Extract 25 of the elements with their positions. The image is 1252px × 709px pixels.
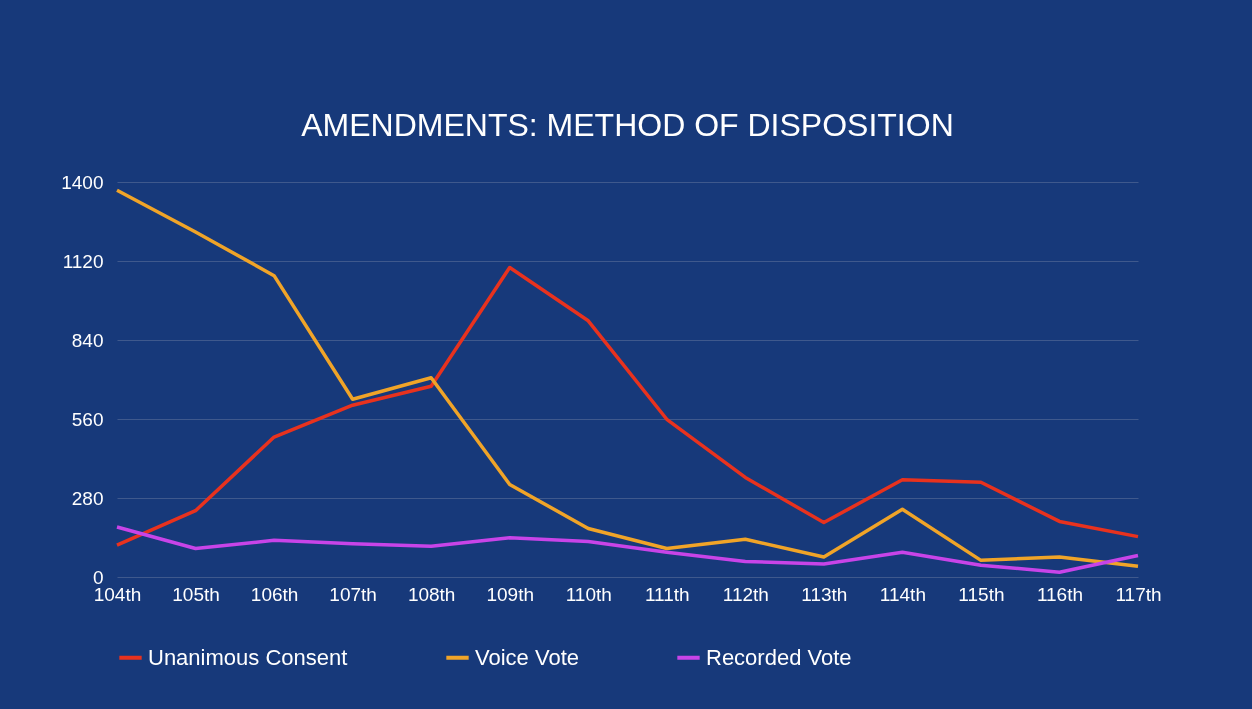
x-tick-label: 107th [329,583,377,605]
x-tick-label: 108th [407,583,456,605]
y-tick-label: 840 [71,329,104,351]
legend-label: Voice Vote [475,644,579,670]
x-tick-label: 110th [565,583,612,605]
x-tick-label: 114th [879,583,926,605]
line-series [115,188,1140,569]
y-tick-label: 1400 [61,171,104,193]
y-tick-label: 1120 [62,250,104,272]
x-tick-label: 111th [644,583,690,605]
x-tick-label: 117th [1115,583,1162,605]
line-series [115,525,1140,574]
y-tick-label: 280 [71,487,104,509]
x-tick-label: 106th [250,583,299,605]
legend-label: Recorded Vote [706,644,852,670]
line-series [115,265,1140,547]
x-tick-label: 113th [801,583,848,605]
x-tick-label: 109th [486,583,534,605]
chart-title: AMENDMENTS: METHOD OF DISPOSITION [301,107,954,143]
x-tick-label: 112th [722,583,769,605]
x-tick-label: 115th [958,583,1005,605]
x-tick-label: 116th [1036,583,1084,605]
y-tick-label: 560 [71,408,104,430]
legend-label: Unanimous Consent [148,644,348,670]
x-tick-label: 105th [172,583,220,605]
